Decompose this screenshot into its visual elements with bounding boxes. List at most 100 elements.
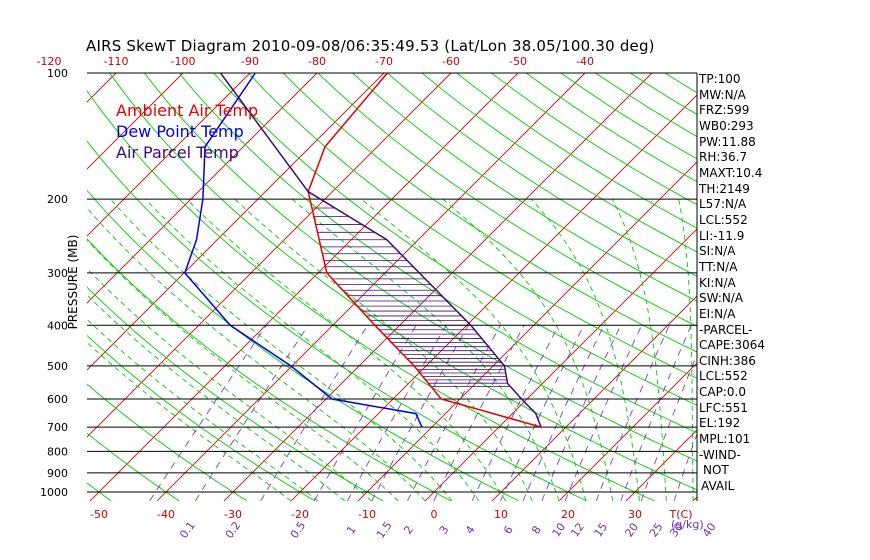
index-value: 2149 (719, 181, 750, 196)
index-value: N/A (714, 275, 736, 290)
index-value: 0.0 (726, 385, 746, 400)
index-label: MW (699, 87, 721, 102)
dry-adiabat-line (87, 238, 452, 501)
dry-adiabat-line (213, 73, 697, 406)
pressure-tick-label: 900 (47, 467, 68, 480)
pressure-tick-label: 500 (47, 360, 68, 373)
index-item: LCL:552 (699, 369, 765, 385)
moist-adiabat-line (145, 198, 480, 501)
index-separator: : (717, 291, 722, 306)
index-value: 599 (726, 103, 750, 118)
index-item: SW:N/A (699, 291, 765, 307)
legend-entry-dewpoint: Dew Point Temp (116, 122, 244, 141)
mixing-ratio-line (347, 325, 447, 501)
moist-adiabat-line (87, 207, 426, 501)
mixing-ratio-tick-label: 2 (401, 523, 416, 536)
index-separator: : (720, 400, 726, 415)
mixing-ratio-unit-label: (g/kg) (671, 518, 704, 531)
index-value: 552 (724, 212, 748, 227)
mixing-ratio-tick-label: 8 (529, 523, 544, 536)
index-label: LI (699, 228, 710, 243)
index-item: PW:11.88 (699, 135, 765, 151)
ambient-temperature-line (307, 73, 542, 428)
index-label: LCL (699, 369, 721, 384)
dry-adiabat-line (0, 73, 43, 501)
index-separator: : (710, 306, 715, 321)
top-temperature-tick-label: -70 (375, 55, 393, 68)
isotherm-line (89, 73, 519, 501)
mixing-ratio-tick-label: 6 (501, 523, 516, 536)
isotherm-line (290, 94, 697, 501)
dry-adiabat-line (317, 73, 697, 327)
bottom-temperature-tick-label: 20 (561, 508, 575, 521)
index-label: TT (699, 259, 713, 274)
moist-adiabat-line (530, 198, 640, 501)
index-separator: : (726, 118, 731, 133)
dry-adiabat-line (109, 73, 697, 491)
index-item: EI:N/A (699, 307, 765, 323)
index-label: SW (699, 291, 718, 306)
index-label: PW (699, 134, 718, 149)
mixing-ratio-line (595, 325, 670, 501)
index-label: WB0 (699, 118, 727, 133)
index-label: TH (699, 181, 716, 196)
index-value: 552 (724, 369, 748, 384)
isotherm-line (558, 362, 697, 501)
index-label: LFC (699, 400, 721, 415)
index-label: LCL (699, 212, 721, 227)
index-separator: : (730, 338, 735, 353)
index-item: NOT (699, 463, 765, 479)
isotherm-line (491, 295, 697, 501)
top-temperature-tick-label: -80 (308, 55, 326, 68)
index-label: MPL (699, 432, 724, 447)
index-item: CINH:386 (699, 354, 765, 370)
bottom-temperature-tick-label: -30 (224, 508, 242, 521)
index-separator: : (731, 165, 736, 180)
dry-adiabat-line (421, 73, 697, 253)
dry-adiabat-line (387, 73, 697, 277)
dry-adiabat-line (352, 73, 697, 302)
dry-adiabat-line (248, 73, 697, 379)
index-item: -PARCEL- (699, 323, 765, 339)
index-separator: : (720, 87, 725, 102)
dry-adiabat-line (87, 189, 520, 501)
index-value: 3064 (734, 338, 765, 353)
index-separator: : (713, 416, 718, 431)
pressure-tick-label: 600 (47, 393, 68, 406)
pressure-tick-label: 400 (47, 319, 68, 332)
pressure-tick-label: 200 (47, 193, 68, 206)
isotherm-line (87, 73, 452, 438)
index-item: AVAIL (699, 479, 765, 495)
parcel-temperature-line (219, 73, 542, 428)
index-value: 100 (717, 72, 741, 86)
index-value: N/A (714, 306, 736, 321)
index-separator: : (710, 244, 715, 259)
bottom-temperature-tick-label: 30 (628, 508, 642, 521)
pressure-tick-label: 700 (47, 421, 68, 434)
moist-adiabat-line (291, 198, 560, 501)
moist-adiabat-line (442, 198, 614, 501)
isotherm-line (0, 73, 49, 501)
dry-adiabat-line (87, 383, 248, 501)
mixing-ratio-line (541, 325, 622, 501)
bottom-temperature-tick-label: -40 (157, 508, 175, 521)
dry-adiabat-line (87, 482, 112, 501)
index-label: TP (699, 72, 714, 86)
index-item: LCL:552 (699, 213, 765, 229)
legend: Ambient Air Temp Dew Point Temp Air Parc… (116, 100, 258, 163)
index-separator: : (723, 432, 728, 447)
top-temperature-tick-label: -40 (576, 55, 594, 68)
isotherm-line (223, 73, 653, 501)
index-label: SI (699, 244, 711, 259)
pressure-tick-label: 800 (47, 445, 68, 458)
bottom-temperature-tick-label: 0 (431, 508, 438, 521)
mixing-ratio-tick-label: 0.1 (177, 519, 198, 541)
isotherm-line (87, 73, 184, 170)
index-item: SI:N/A (699, 244, 765, 260)
moist-adiabat-line (186, 198, 506, 501)
mixing-ratio-line (371, 325, 469, 501)
index-value: N/A (724, 87, 746, 102)
index-value: 192 (717, 416, 741, 431)
dry-adiabat-line (87, 286, 384, 501)
top-temperature-tick-label: -60 (442, 55, 460, 68)
